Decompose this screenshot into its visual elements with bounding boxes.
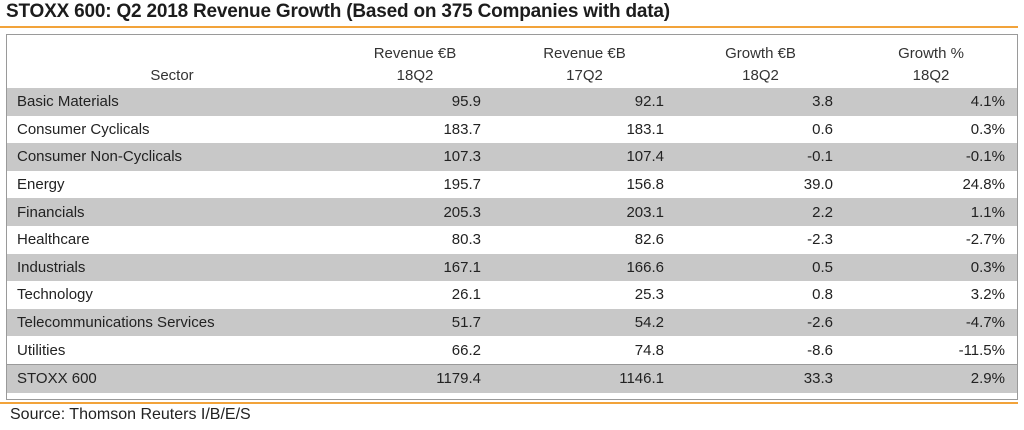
revenue-growth-table: Revenue €B Revenue €B Growth €B Growth %… xyxy=(7,35,1017,393)
growth-eur-cell: -2.3 xyxy=(807,231,833,249)
growth-pct-cell: -2.7% xyxy=(965,231,1005,249)
table-row: Financials 205.3 203.1 2.2 1.1% xyxy=(7,198,1017,226)
header-rev17-label: Revenue €B xyxy=(543,45,626,62)
rev18-cell: 26.1 xyxy=(451,286,481,304)
source-note: Source: Thomson Reuters I/B/E/S xyxy=(10,406,251,423)
table-frame xyxy=(6,34,1018,400)
growth-pct-cell: 1.1% xyxy=(845,198,1017,226)
table-row: Basic Materials 95.9 92.1 3.8 4.1% xyxy=(7,88,1017,116)
rev18-cell: 183.7 xyxy=(443,120,481,138)
rev17-cell: 74.8 xyxy=(634,341,664,359)
total-rev18-cell: 1179.4 xyxy=(337,363,493,393)
total-growth-pct-cell: 2.9% xyxy=(845,363,1017,393)
sector-cell: Consumer Cyclicals xyxy=(17,120,150,138)
growth-eur-cell: 39.0 xyxy=(803,176,833,194)
growth-pct-cell: 3.2% xyxy=(970,286,1005,304)
rev18-cell: 167.1 xyxy=(337,253,493,282)
header-growth-eur-label: Growth €B xyxy=(725,45,796,62)
growth-pct-cell: -11.5% xyxy=(958,341,1005,359)
rev18-cell: 66.2 xyxy=(451,341,481,359)
rev17-cell: 203.1 xyxy=(493,198,676,226)
table-row: Technology 26.1 25.3 0.8 3.2% xyxy=(7,281,1017,309)
sector-cell: Energy xyxy=(17,176,65,194)
rev18-cell: 51.7 xyxy=(337,308,493,337)
growth-eur-cell: -0.1 xyxy=(676,143,845,171)
sector-cell: Telecommunications Services xyxy=(7,308,337,337)
rev18-cell: 107.3 xyxy=(337,143,493,171)
rev17-cell: 166.6 xyxy=(493,253,676,282)
header-rev18-label: Revenue €B xyxy=(373,45,457,62)
rev17-cell: 156.8 xyxy=(626,176,664,194)
sector-cell: Basic Materials xyxy=(7,88,337,116)
growth-pct-cell: -0.1% xyxy=(845,143,1017,171)
table-row: Utilities 66.2 74.8 -8.6 -11.5% xyxy=(7,336,1017,364)
table-row: Consumer Non-Cyclicals 107.3 107.4 -0.1 … xyxy=(7,143,1017,171)
total-row: STOXX 600 1179.4 1146.1 33.3 2.9% xyxy=(7,363,1017,393)
sector-cell: Financials xyxy=(7,198,337,226)
header-sector: Sector xyxy=(150,66,194,84)
sector-cell: Healthcare xyxy=(17,231,90,249)
table-row: Industrials 167.1 166.6 0.5 0.3% xyxy=(7,253,1017,282)
growth-pct-cell: 0.3% xyxy=(970,120,1005,138)
header-rev18-period: 18Q2 xyxy=(396,66,434,84)
sector-cell: Technology xyxy=(17,286,93,304)
rev17-cell: 183.1 xyxy=(626,120,664,138)
header-rev17-period: 17Q2 xyxy=(566,66,603,84)
sector-cell: Consumer Non-Cyclicals xyxy=(7,143,337,171)
rev17-cell: 82.6 xyxy=(634,231,664,249)
top-accent-rule xyxy=(0,26,1018,28)
growth-pct-cell: 0.3% xyxy=(845,253,1017,282)
growth-eur-cell: 2.2 xyxy=(676,198,845,226)
rev18-cell: 80.3 xyxy=(451,231,481,249)
rev17-cell: 92.1 xyxy=(493,88,676,116)
growth-pct-cell: -4.7% xyxy=(845,308,1017,337)
rev18-cell: 95.9 xyxy=(337,88,493,116)
header-growth-pct-label: Growth % xyxy=(898,45,964,62)
sector-cell: Industrials xyxy=(7,253,337,282)
header-growth-eur-period: 18Q2 xyxy=(742,66,779,84)
growth-eur-cell: -2.6 xyxy=(676,308,845,337)
total-sector-cell: STOXX 600 xyxy=(7,363,337,393)
rev18-cell: 195.7 xyxy=(443,176,481,194)
growth-eur-cell: 0.8 xyxy=(812,286,833,304)
growth-pct-cell: 24.8% xyxy=(962,176,1005,194)
header-row-labels: Revenue €B Revenue €B Growth €B Growth % xyxy=(7,35,1017,62)
rev17-cell: 54.2 xyxy=(493,308,676,337)
growth-eur-cell: 0.5 xyxy=(676,253,845,282)
bottom-accent-rule xyxy=(0,402,1018,404)
table-row: Healthcare 80.3 82.6 -2.3 -2.7% xyxy=(7,226,1017,254)
rev17-cell: 107.4 xyxy=(493,143,676,171)
page-title: STOXX 600: Q2 2018 Revenue Growth (Based… xyxy=(6,1,670,22)
table-row: Consumer Cyclicals 183.7 183.1 0.6 0.3% xyxy=(7,116,1017,144)
table-row: Telecommunications Services 51.7 54.2 -2… xyxy=(7,308,1017,337)
rev17-cell: 25.3 xyxy=(634,286,664,304)
header-row-periods: Sector 18Q2 17Q2 18Q2 18Q2 xyxy=(7,62,1017,88)
header-sector-spacer xyxy=(7,35,337,62)
total-rev17-cell: 1146.1 xyxy=(493,363,676,393)
growth-eur-cell: 0.6 xyxy=(812,120,833,138)
sector-cell: Utilities xyxy=(17,341,66,359)
growth-eur-cell: 3.8 xyxy=(676,88,845,116)
table-row: Energy 195.7 156.8 39.0 24.8% xyxy=(7,171,1017,199)
rev18-cell: 205.3 xyxy=(337,198,493,226)
growth-pct-cell: 4.1% xyxy=(845,88,1017,116)
growth-eur-cell: -8.6 xyxy=(807,341,833,359)
total-growth-eur-cell: 33.3 xyxy=(676,363,845,393)
header-growth-pct-period: 18Q2 xyxy=(912,66,950,84)
